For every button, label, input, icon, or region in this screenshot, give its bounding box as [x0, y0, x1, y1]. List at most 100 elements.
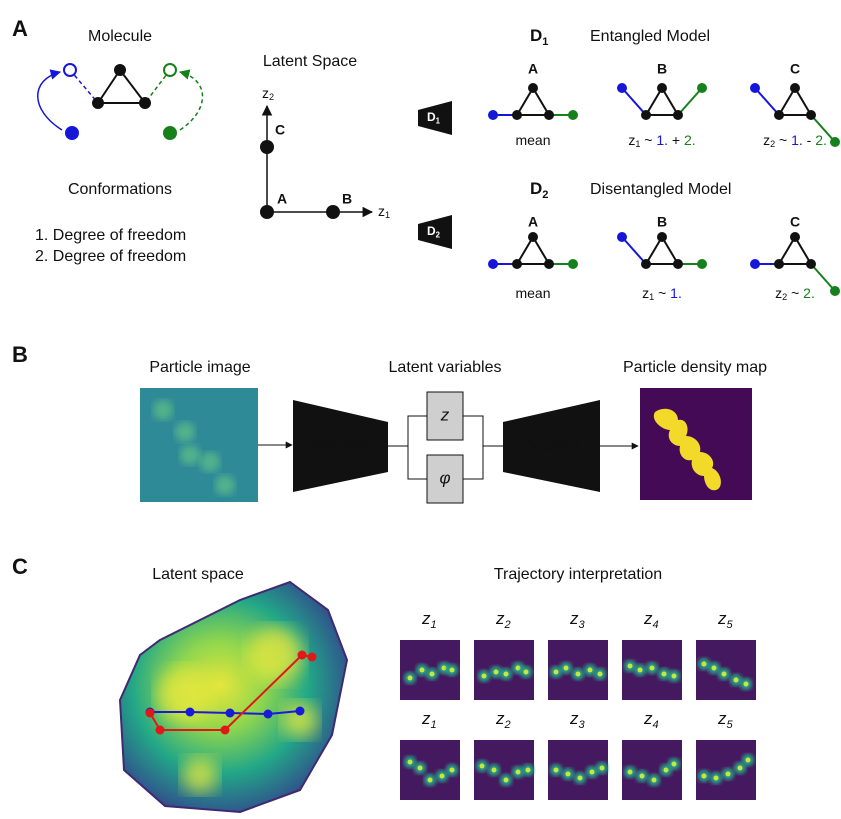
thumbnail-dot	[420, 668, 425, 673]
trajectory-point	[226, 709, 235, 718]
atom	[617, 83, 627, 93]
density-peak	[182, 757, 218, 793]
text-base: z	[569, 709, 579, 728]
page: { "panel_labels": ["A", "B", "C"], "pane…	[0, 0, 841, 819]
text-part: 1.	[791, 132, 803, 148]
text-base: D	[427, 224, 436, 238]
trajectory-point	[221, 726, 230, 735]
text-sub: 2	[269, 93, 274, 103]
thumbnail-dot	[664, 768, 669, 773]
panel-label: C	[12, 554, 28, 579]
text-part: z	[642, 285, 649, 301]
open-atom	[164, 64, 176, 76]
atom	[114, 64, 126, 76]
text-sub: 3	[579, 719, 586, 731]
particle-blob	[180, 445, 200, 465]
atom	[830, 286, 840, 296]
point-label: C	[275, 122, 285, 138]
bond	[755, 88, 779, 115]
text-base: z	[643, 709, 653, 728]
trajectory-point	[264, 710, 273, 719]
thumbnail-dot	[628, 664, 633, 669]
latent-space-title: Latent Space	[263, 53, 357, 70]
atom	[774, 259, 784, 269]
trajectory-label: z4	[643, 609, 659, 631]
text-sub: 2	[504, 619, 511, 631]
thumbnail-dot	[652, 778, 657, 783]
text-sub: 1	[385, 211, 390, 221]
particle-blob	[200, 452, 220, 472]
degree-of-freedom: 1. Degree of freedom	[35, 227, 186, 244]
caption: mean	[515, 285, 550, 301]
thumbnail-dot	[440, 774, 445, 779]
atom	[806, 110, 816, 120]
text-part: mean	[515, 285, 550, 301]
trajectory-label: z3	[569, 609, 586, 631]
text-part: z	[775, 285, 782, 301]
text-base: z	[421, 709, 431, 728]
thumbnail-dot	[576, 672, 581, 677]
text-sub: 1	[431, 719, 437, 731]
text-part: z	[628, 132, 635, 148]
atom	[673, 110, 683, 120]
particle-blob	[153, 400, 173, 420]
thumbnail-dot	[650, 666, 655, 671]
thumbnail-dot	[702, 774, 707, 779]
trajectory-label: z3	[569, 709, 586, 731]
atom	[139, 97, 151, 109]
thumbnail-dot	[578, 776, 583, 781]
atom	[568, 110, 578, 120]
atom	[544, 259, 554, 269]
thumbnail-dot	[554, 670, 559, 675]
particle-blob	[215, 475, 235, 495]
point-label: A	[277, 191, 287, 207]
move-arrow	[38, 72, 62, 130]
trajectory-point	[298, 651, 307, 660]
thumbnail-dot	[702, 662, 707, 667]
thumbnail-dot	[408, 760, 413, 765]
atom	[617, 232, 627, 242]
text-base: z	[717, 709, 727, 728]
text-sub: 4	[653, 719, 659, 731]
density-peak	[247, 627, 303, 683]
text-part: ~	[654, 285, 670, 301]
section-title: Latent space	[152, 566, 244, 583]
thumbnail-dot	[524, 670, 529, 675]
text-part: 2.	[815, 132, 827, 148]
axis-label: z1	[378, 203, 390, 221]
bond	[622, 88, 646, 115]
thumbnail-dot	[662, 672, 667, 677]
text-sub: 5	[727, 719, 734, 731]
atom	[488, 259, 498, 269]
thumbnail-dot	[504, 672, 509, 677]
atom	[673, 259, 683, 269]
thumbnail-dot	[516, 666, 521, 671]
atom	[65, 126, 79, 140]
trajectory-point	[308, 653, 317, 662]
caption: z2 ~ 1. - 2.	[763, 132, 827, 150]
text-sub: 2	[504, 719, 511, 731]
caption: mean	[515, 132, 550, 148]
atom	[657, 83, 667, 93]
thumbnail-dot	[640, 774, 645, 779]
text-part: 2.	[803, 285, 815, 301]
point-label: B	[342, 191, 352, 207]
latent-point	[326, 205, 340, 219]
atom	[750, 83, 760, 93]
model-title: Entangled Model	[590, 28, 710, 45]
caption: z1 ~ 1.	[642, 285, 682, 303]
thumbnail-dot	[638, 668, 643, 673]
text-base: z	[643, 609, 653, 628]
text-part: 1.	[656, 132, 668, 148]
latent-label: φ	[439, 468, 450, 487]
decoder-label: Decoder	[524, 437, 581, 454]
atom	[750, 259, 760, 269]
text-sub: 1	[431, 619, 437, 631]
text-sub: 5	[727, 619, 734, 631]
text-sub: 2	[436, 231, 441, 240]
atom	[641, 110, 651, 120]
text-base: z	[495, 609, 505, 628]
atom	[528, 232, 538, 242]
thumbnail-dot	[722, 672, 727, 677]
latent-map	[110, 575, 355, 819]
